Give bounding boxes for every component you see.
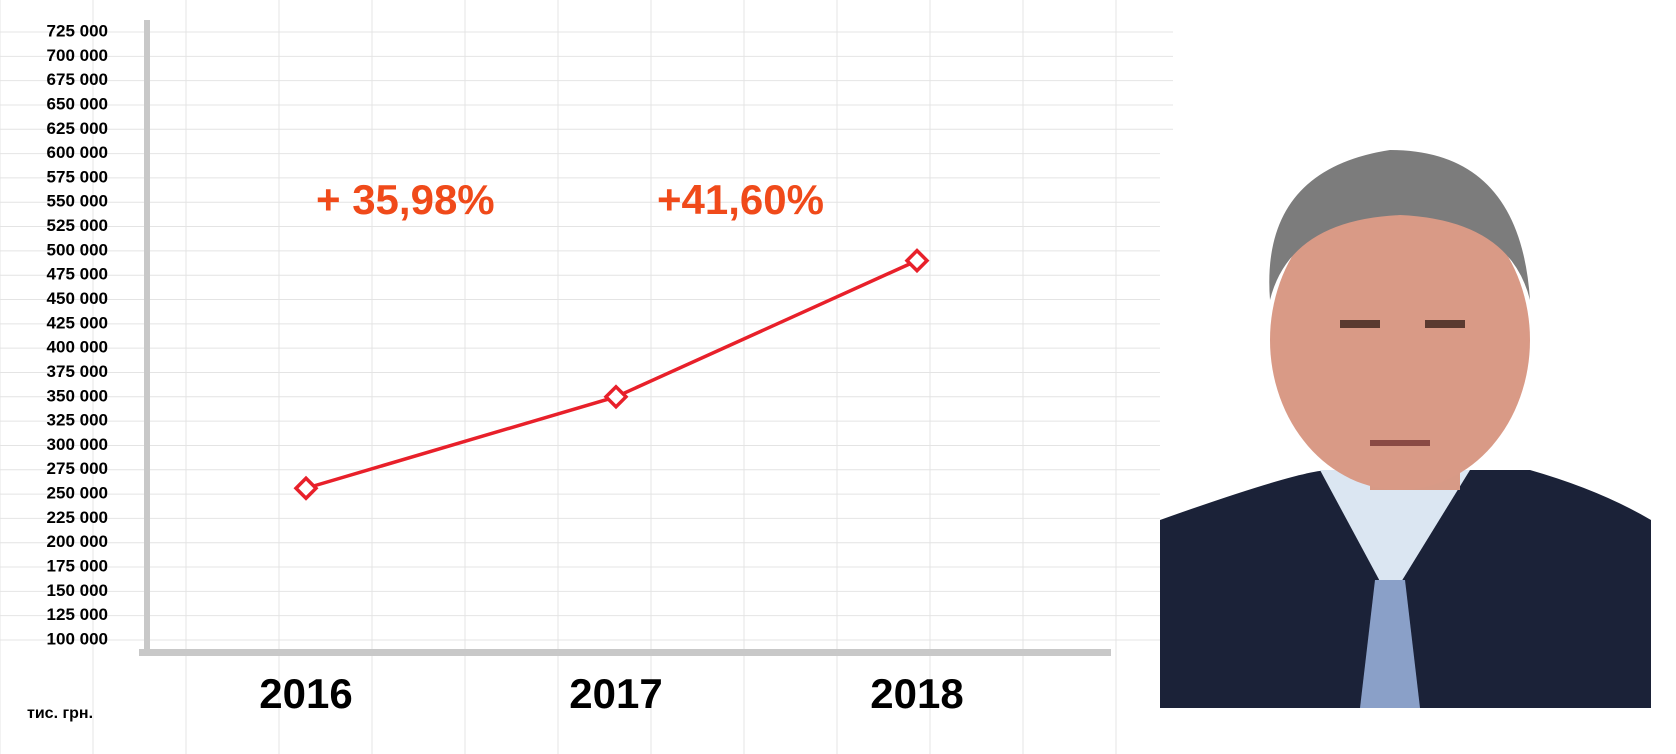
y-tick-label: 225 000 [47, 508, 108, 527]
annotation: +41,60% [657, 176, 824, 223]
y-tick-label: 475 000 [47, 265, 108, 284]
y-tick-label: 625 000 [47, 119, 108, 138]
y-tick-label: 150 000 [47, 581, 108, 600]
y-tick-label: 400 000 [47, 338, 108, 357]
x-tick-label: 2018 [870, 670, 963, 717]
x-axis-line [139, 649, 1111, 656]
annotation: + 35,98% [316, 176, 495, 223]
y-tick-label: 375 000 [47, 362, 108, 381]
y-tick-label: 650 000 [47, 94, 108, 113]
y-tick-label: 175 000 [47, 557, 108, 576]
point-marker [603, 384, 629, 410]
y-tick-label: 725 000 [47, 21, 108, 40]
y-tick-label: 675 000 [47, 70, 108, 89]
y-tick-label: 250 000 [47, 484, 108, 503]
y-axis-line [144, 20, 150, 656]
y-tick-label: 100 000 [47, 629, 108, 648]
y-tick-label: 600 000 [47, 143, 108, 162]
line [305, 259, 918, 490]
y-tick-label: 425 000 [47, 313, 108, 332]
y-tick-label: 500 000 [47, 240, 108, 259]
y-tick-label: 525 000 [47, 216, 108, 235]
y-tick-label: 125 000 [47, 605, 108, 624]
x-tick-label: 2017 [569, 670, 662, 717]
y-tick-label: 350 000 [47, 386, 108, 405]
y-tick-label: 325 000 [47, 411, 108, 430]
x-tick-label: 2016 [259, 670, 352, 717]
y-tick-label: 300 000 [47, 435, 108, 454]
y-tick-label: 700 000 [47, 46, 108, 65]
point-marker [904, 248, 930, 274]
y-tick-label: 275 000 [47, 459, 108, 478]
portrait-photo [1160, 140, 1651, 708]
unit-label: тис. грн. [27, 705, 93, 722]
point-marker [293, 475, 319, 501]
y-tick-label: 200 000 [47, 532, 108, 551]
y-tick-label: 450 000 [47, 289, 108, 308]
y-tick-label: 575 000 [47, 167, 108, 186]
y-tick-label: 550 000 [47, 192, 108, 211]
sheet-grid [0, 0, 1173, 754]
